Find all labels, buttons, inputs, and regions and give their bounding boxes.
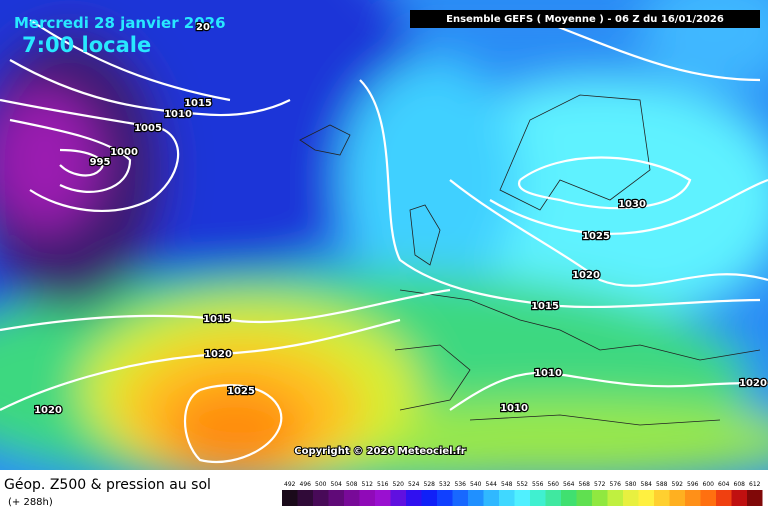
isobar-label: 1020 bbox=[34, 405, 62, 416]
colorbar-swatch bbox=[282, 490, 298, 506]
colorbar-label: 612 bbox=[749, 481, 761, 488]
isobar-label: 1025 bbox=[227, 386, 255, 397]
colorbar-swatch bbox=[731, 490, 747, 506]
isobar-label: 1015 bbox=[531, 301, 559, 312]
colorbar-label: 496 bbox=[300, 481, 312, 488]
colorbar-swatch bbox=[390, 490, 406, 506]
colorbar-label: 552 bbox=[517, 481, 529, 488]
colorbar-swatch bbox=[607, 490, 623, 506]
colorbar-swatch bbox=[700, 490, 716, 506]
colorbar-label: 556 bbox=[532, 481, 544, 488]
isobar-label: 1015 bbox=[203, 314, 231, 325]
colorbar-swatch bbox=[669, 490, 685, 506]
colorbar-label: 588 bbox=[656, 481, 668, 488]
colorbar-label: 520 bbox=[393, 481, 405, 488]
isobar-label: 1015 bbox=[184, 98, 212, 109]
footer-title: Géop. Z500 & pression au sol bbox=[4, 477, 211, 493]
colorbar-label: 592 bbox=[672, 481, 684, 488]
colorbar-label: 508 bbox=[346, 481, 358, 488]
colorbar-label: 572 bbox=[594, 481, 606, 488]
colorbar-label: 596 bbox=[687, 481, 699, 488]
isobar-label: 1000 bbox=[110, 147, 138, 158]
isobars bbox=[0, 18, 768, 463]
colorbar-swatch bbox=[638, 490, 654, 506]
colorbar-swatch bbox=[344, 490, 360, 506]
colorbar-label: 580 bbox=[625, 481, 637, 488]
colorbar-swatch bbox=[359, 490, 375, 506]
colorbar-swatch bbox=[437, 490, 453, 506]
run-info: Ensemble GEFS ( Moyenne ) - 06 Z du 16/0… bbox=[446, 14, 724, 25]
colorbar-label: 560 bbox=[548, 481, 560, 488]
colorbar-label: 576 bbox=[610, 481, 622, 488]
isobar-label: 1010 bbox=[534, 368, 562, 379]
colorbar-label: 528 bbox=[424, 481, 436, 488]
isobar-label: 1005 bbox=[134, 123, 162, 134]
isobar-labels: 2010151010100510009951015102010251020103… bbox=[33, 21, 768, 418]
isobar-label: 995 bbox=[90, 157, 111, 168]
colorbar-swatch bbox=[747, 490, 763, 506]
isobar-label: 20 bbox=[196, 22, 210, 33]
colorbar-label: 604 bbox=[718, 481, 730, 488]
colorbar-label: 600 bbox=[703, 481, 715, 488]
colorbar-swatch bbox=[421, 490, 437, 506]
colorbar-label: 504 bbox=[331, 481, 343, 488]
colorbar-label: 564 bbox=[563, 481, 575, 488]
colorbar-swatch bbox=[375, 490, 391, 506]
colorbar-swatch bbox=[499, 490, 515, 506]
isobar-label: 1020 bbox=[739, 378, 767, 389]
isobar-label: 1010 bbox=[500, 403, 528, 414]
colorbar-label: 532 bbox=[439, 481, 451, 488]
field bbox=[0, 0, 768, 490]
isobar-label: 1025 bbox=[582, 231, 610, 242]
colorbar-label: 568 bbox=[579, 481, 591, 488]
colorbar-label: 536 bbox=[455, 481, 467, 488]
colorbar-label: 584 bbox=[641, 481, 653, 488]
colorbar-swatch bbox=[545, 490, 561, 506]
colorbar-swatch bbox=[561, 490, 577, 506]
time: 7:00 locale bbox=[22, 33, 151, 57]
isobar-label: 1020 bbox=[204, 349, 232, 360]
colorbar-swatch bbox=[592, 490, 608, 506]
colorbar-label: 608 bbox=[734, 481, 746, 488]
isobar-label: 1020 bbox=[572, 270, 600, 281]
colorbar-label: 544 bbox=[486, 481, 498, 488]
colorbar-swatch bbox=[685, 490, 701, 506]
colorbar-swatch bbox=[576, 490, 592, 506]
colorbar-swatch bbox=[716, 490, 732, 506]
colorbar-swatch bbox=[530, 490, 546, 506]
colorbar-label: 516 bbox=[377, 481, 389, 488]
colorbar-label: 512 bbox=[362, 481, 374, 488]
run-box bbox=[410, 10, 760, 28]
copyright: Copyright © 2026 Meteociel.fr bbox=[294, 446, 465, 457]
colorbar-swatch bbox=[313, 490, 329, 506]
colorbar-label: 540 bbox=[470, 481, 482, 488]
colorbar-label: 500 bbox=[315, 481, 327, 488]
colorbar-label: 492 bbox=[284, 481, 296, 488]
colorbar-swatch bbox=[406, 490, 422, 506]
colorbar-swatch bbox=[483, 490, 499, 506]
colorbar: 492 496 500 504 508 512 516 520 524 528 532 536 540 5… bbox=[282, 481, 763, 506]
colorbar-label: 524 bbox=[408, 481, 420, 488]
colorbar-label: 548 bbox=[501, 481, 513, 488]
colorbar-swatch bbox=[654, 490, 670, 506]
colorbar-swatch bbox=[514, 490, 530, 506]
isobar-label: 1010 bbox=[164, 109, 192, 120]
isobar-label: 1030 bbox=[618, 199, 646, 210]
colorbar-swatch bbox=[452, 490, 468, 506]
colorbar-swatch bbox=[623, 490, 639, 506]
colorbar-swatch bbox=[297, 490, 313, 506]
colorbar-swatch bbox=[468, 490, 484, 506]
footer-lead: (+ 288h) bbox=[8, 497, 53, 508]
date: Mercredi 28 janvier 2026 bbox=[14, 14, 226, 32]
colorbar-swatch bbox=[328, 490, 344, 506]
coastlines bbox=[299, 94, 761, 426]
